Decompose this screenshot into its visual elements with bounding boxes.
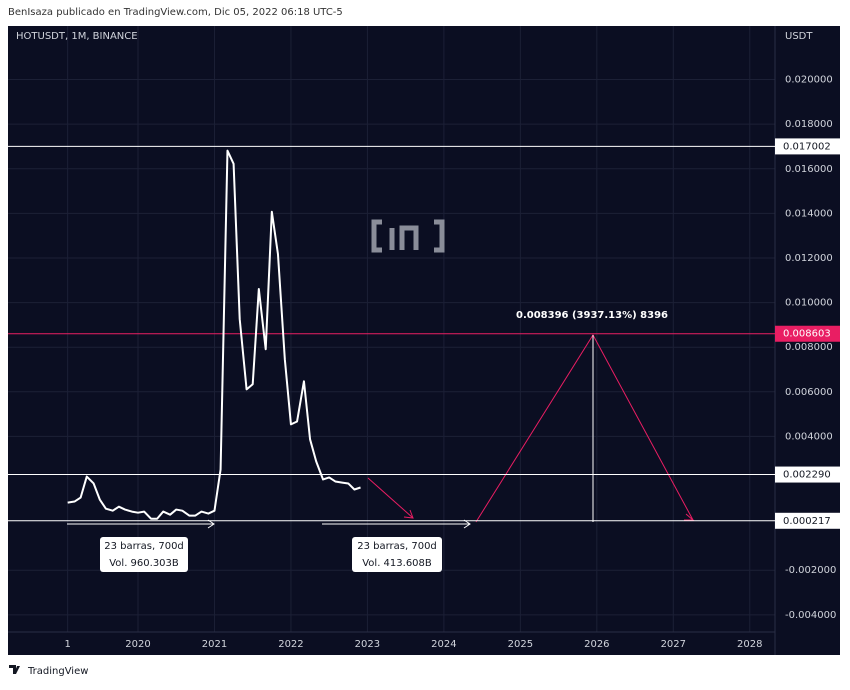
- y-tick-label: 0.008000: [785, 342, 833, 353]
- price-level-box: [775, 138, 840, 155]
- x-tick-label: 2020: [125, 639, 150, 650]
- chart-title: HOTUSDT, 1M, BINANCE: [16, 31, 138, 42]
- price-level-label: 0.008603: [783, 329, 831, 340]
- arrow-head: [463, 519, 471, 529]
- y-tick-label: -0.002000: [785, 565, 836, 576]
- y-tick-label: 0.012000: [785, 253, 833, 264]
- x-tick-label: 2023: [355, 639, 380, 650]
- x-tick-label: 1: [64, 639, 70, 650]
- range-box: [100, 537, 188, 572]
- arrow: [367, 477, 414, 519]
- y-tick-label: 0.006000: [785, 387, 833, 398]
- footer-logo: [9, 665, 20, 674]
- y-tick-label: 0.004000: [785, 431, 833, 442]
- x-tick-label: 2027: [661, 639, 686, 650]
- price-line: [67, 149, 361, 520]
- x-tick-label: 2025: [508, 639, 533, 650]
- logo-bracket: [371, 219, 382, 253]
- watermark-logo: [371, 219, 445, 253]
- x-tick-label: 2028: [737, 639, 762, 650]
- range-label: Vol. 960.303B: [109, 558, 179, 569]
- logo-in: [389, 225, 419, 250]
- range-label: Vol. 413.608B: [362, 558, 432, 569]
- y-tick-label: 0.018000: [785, 119, 833, 130]
- header: BenIsaza publicado en TradingView.com, D…: [8, 7, 343, 18]
- y-tick-label: 0.016000: [785, 164, 833, 175]
- arrow-head: [207, 519, 215, 529]
- x-tick-label: 2021: [202, 639, 227, 650]
- footer: TradingView: [27, 666, 88, 677]
- price-level-label: 0.000217: [783, 516, 831, 527]
- y-tick-label: 0.020000: [785, 75, 833, 86]
- x-tick-label: 2024: [431, 639, 456, 650]
- y-tick-label: 0.014000: [785, 208, 833, 219]
- drawings: [67, 334, 695, 572]
- x-tick-label: 2026: [584, 639, 609, 650]
- logo-bracket: [434, 219, 445, 253]
- logo-mark: [9, 665, 20, 674]
- price-level-box: [775, 512, 840, 529]
- range-label: 23 barras, 700d: [104, 541, 184, 552]
- grid: [8, 26, 775, 632]
- range-box: [352, 537, 442, 572]
- arrow-head: [403, 509, 414, 519]
- arrow-head: [684, 513, 695, 521]
- price-level-box: [775, 466, 840, 483]
- price-level-label: 0.017002: [783, 141, 831, 152]
- price-level-label: 0.002290: [783, 470, 831, 481]
- range-label: 23 barras, 700d: [357, 541, 437, 552]
- y-tick-label: 0.010000: [785, 298, 833, 309]
- price-level-box: [775, 325, 840, 342]
- projection-label: 0.008396 (3937.13%) 8396: [516, 310, 668, 321]
- y-unit: USDT: [785, 31, 813, 42]
- y-tick-label: -0.004000: [785, 610, 836, 621]
- x-tick-label: 2022: [278, 639, 303, 650]
